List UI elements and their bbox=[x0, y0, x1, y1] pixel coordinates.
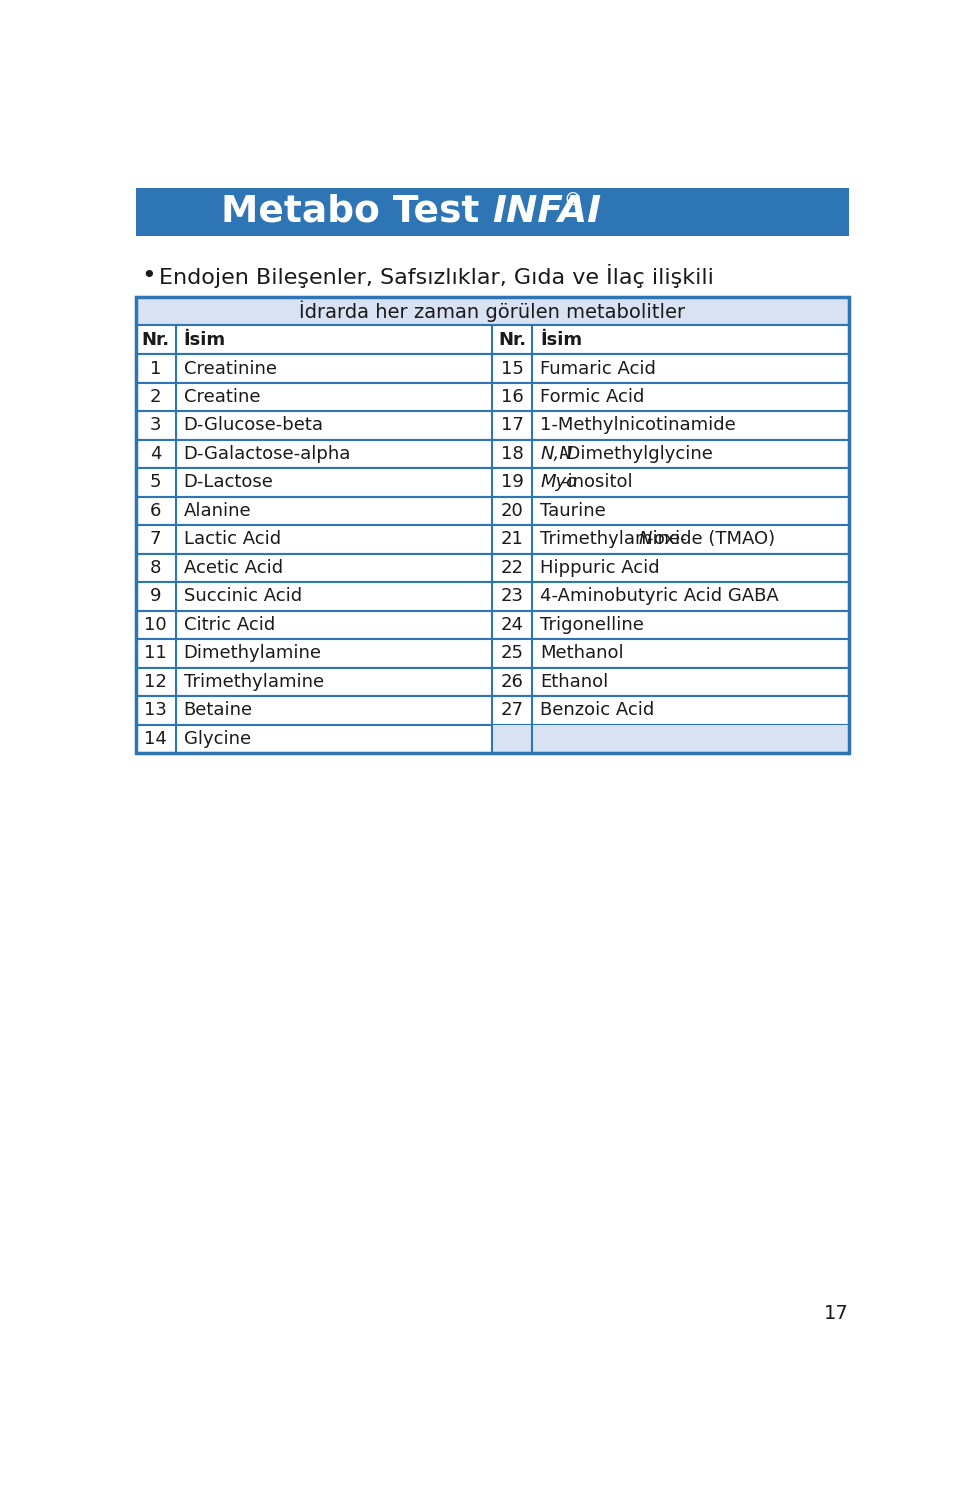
Text: Citric Acid: Citric Acid bbox=[183, 616, 275, 634]
Text: 7: 7 bbox=[150, 530, 161, 548]
Text: D-Lactose: D-Lactose bbox=[183, 473, 274, 491]
Bar bbox=[135, 497, 849, 526]
Bar bbox=[135, 324, 849, 354]
Text: Hippuric Acid: Hippuric Acid bbox=[540, 559, 660, 577]
Text: Trimethylamine: Trimethylamine bbox=[183, 673, 324, 691]
Text: Alanine: Alanine bbox=[183, 502, 252, 520]
Text: Lactic Acid: Lactic Acid bbox=[183, 530, 280, 548]
Text: N: N bbox=[638, 530, 652, 548]
Text: Taurine: Taurine bbox=[540, 502, 606, 520]
Text: Ethanol: Ethanol bbox=[540, 673, 609, 691]
Bar bbox=[135, 640, 849, 668]
Bar bbox=[135, 526, 849, 554]
Text: Trimethylamine-: Trimethylamine- bbox=[540, 530, 686, 548]
Bar bbox=[135, 297, 849, 753]
Text: 17: 17 bbox=[824, 1304, 849, 1323]
Text: 23: 23 bbox=[501, 587, 523, 605]
Text: 10: 10 bbox=[144, 616, 167, 634]
Text: Glycine: Glycine bbox=[183, 730, 251, 748]
Text: 8: 8 bbox=[150, 559, 161, 577]
Text: 3: 3 bbox=[150, 416, 161, 434]
Text: -Dimethylglycine: -Dimethylglycine bbox=[561, 445, 713, 463]
Text: Methanol: Methanol bbox=[540, 644, 624, 662]
Text: Creatine: Creatine bbox=[183, 388, 260, 406]
Text: 16: 16 bbox=[501, 388, 523, 406]
Text: 20: 20 bbox=[501, 502, 523, 520]
Text: 26: 26 bbox=[501, 673, 523, 691]
Text: Acetic Acid: Acetic Acid bbox=[183, 559, 282, 577]
Text: Formic Acid: Formic Acid bbox=[540, 388, 644, 406]
Bar bbox=[135, 695, 849, 724]
Text: Benzoic Acid: Benzoic Acid bbox=[540, 701, 655, 719]
Text: 14: 14 bbox=[144, 730, 167, 748]
Text: 2: 2 bbox=[150, 388, 161, 406]
Text: 17: 17 bbox=[501, 416, 523, 434]
Text: 5: 5 bbox=[150, 473, 161, 491]
Text: Trigonelline: Trigonelline bbox=[540, 616, 644, 634]
Bar bbox=[135, 440, 849, 469]
Text: 15: 15 bbox=[501, 359, 523, 377]
Text: INFAI: INFAI bbox=[492, 194, 601, 230]
Bar bbox=[135, 668, 849, 695]
Text: Betaine: Betaine bbox=[183, 701, 252, 719]
Text: -inositol: -inositol bbox=[561, 473, 633, 491]
Text: 13: 13 bbox=[144, 701, 167, 719]
Text: 4-Aminobutyric Acid GABA: 4-Aminobutyric Acid GABA bbox=[540, 587, 779, 605]
Text: 18: 18 bbox=[501, 445, 523, 463]
Text: 24: 24 bbox=[501, 616, 523, 634]
Bar bbox=[135, 724, 849, 753]
Text: 27: 27 bbox=[501, 701, 523, 719]
Bar bbox=[135, 297, 849, 324]
Text: Creatinine: Creatinine bbox=[183, 359, 276, 377]
Bar bbox=[135, 611, 849, 640]
Text: 21: 21 bbox=[501, 530, 523, 548]
Text: N,N: N,N bbox=[540, 445, 573, 463]
Bar bbox=[135, 383, 849, 412]
Text: Nr.: Nr. bbox=[141, 330, 170, 348]
Bar bbox=[135, 469, 849, 497]
Text: 19: 19 bbox=[501, 473, 523, 491]
Text: Endojen Bileşenler, Safsızlıklar, Gıda ve İlaç ilişkili: Endojen Bileşenler, Safsızlıklar, Gıda v… bbox=[158, 264, 713, 288]
Text: 25: 25 bbox=[501, 644, 523, 662]
Bar bbox=[135, 583, 849, 611]
Text: D-Galactose-alpha: D-Galactose-alpha bbox=[183, 445, 351, 463]
Text: İsim: İsim bbox=[183, 330, 226, 348]
Text: İdrarda her zaman görülen metabolitler: İdrarda her zaman görülen metabolitler bbox=[299, 300, 685, 321]
Text: Myo: Myo bbox=[540, 473, 577, 491]
Bar bbox=[135, 188, 849, 236]
Bar bbox=[135, 554, 849, 583]
Text: İsim: İsim bbox=[540, 330, 582, 348]
Text: 6: 6 bbox=[150, 502, 161, 520]
Text: 12: 12 bbox=[144, 673, 167, 691]
Text: -oxide (TMAO): -oxide (TMAO) bbox=[647, 530, 775, 548]
Text: 11: 11 bbox=[144, 644, 167, 662]
Text: ®: ® bbox=[564, 192, 582, 210]
Text: 1: 1 bbox=[150, 359, 161, 377]
Text: Succinic Acid: Succinic Acid bbox=[183, 587, 301, 605]
Text: 1-Methylnicotinamide: 1-Methylnicotinamide bbox=[540, 416, 735, 434]
Text: 22: 22 bbox=[501, 559, 523, 577]
Bar bbox=[492, 724, 849, 753]
Text: Metabo Test: Metabo Test bbox=[221, 194, 492, 230]
Bar bbox=[135, 412, 849, 440]
Text: Fumaric Acid: Fumaric Acid bbox=[540, 359, 656, 377]
Text: 9: 9 bbox=[150, 587, 161, 605]
Text: D-Glucose-beta: D-Glucose-beta bbox=[183, 416, 324, 434]
Text: Nr.: Nr. bbox=[498, 330, 526, 348]
Text: •: • bbox=[142, 264, 156, 288]
Text: Dimethylamine: Dimethylamine bbox=[183, 644, 322, 662]
Text: 4: 4 bbox=[150, 445, 161, 463]
Bar bbox=[135, 354, 849, 383]
